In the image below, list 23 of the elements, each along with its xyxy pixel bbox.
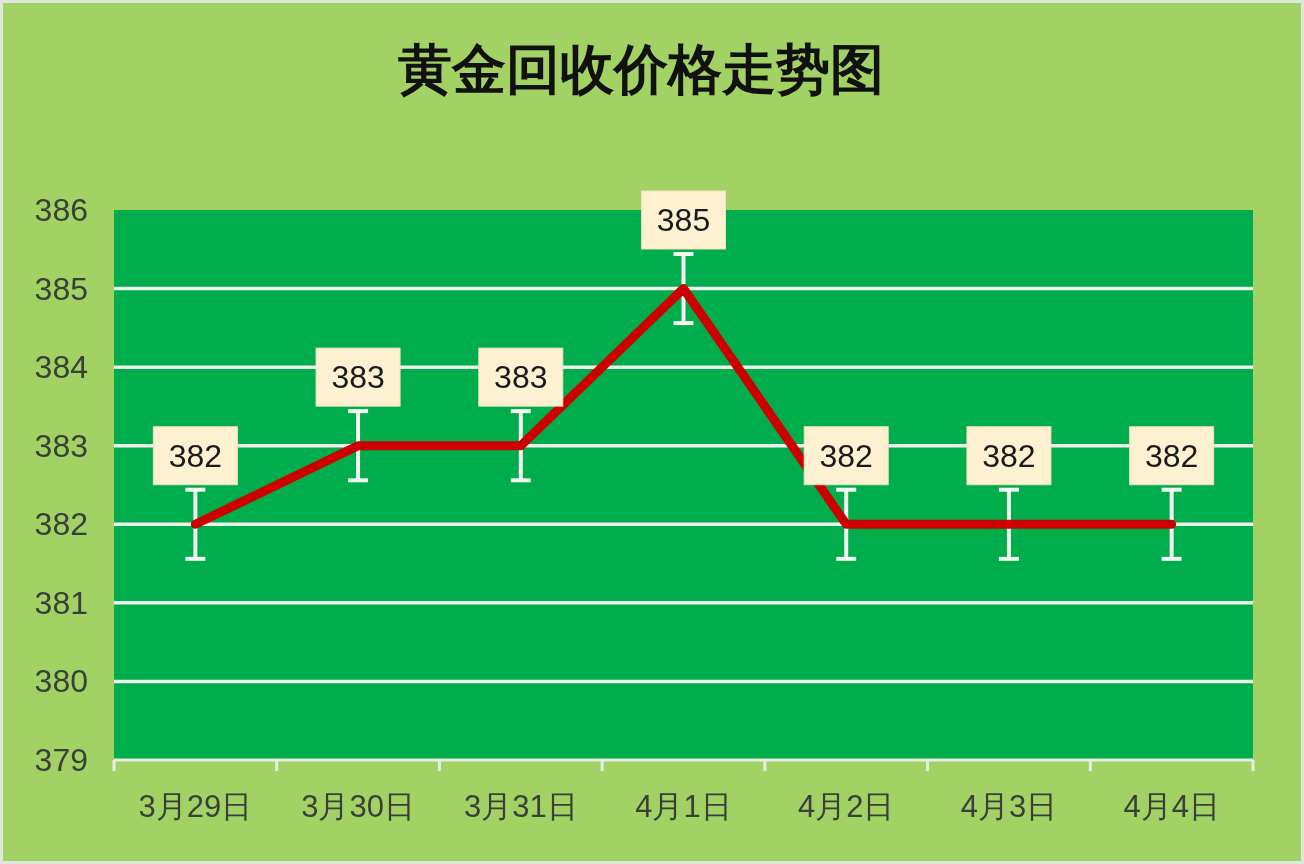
y-tick-label: 380 [34, 663, 88, 700]
x-tick-label: 3月30日 [301, 789, 415, 824]
y-tick-label: 386 [34, 192, 88, 228]
data-label: 382 [1144, 437, 1199, 474]
y-tick-label: 381 [34, 584, 88, 621]
data-label: 382 [168, 437, 223, 474]
y-tick-label: 385 [34, 270, 88, 307]
y-tick-label: 384 [34, 349, 88, 386]
x-tick-label: 4月4日 [1123, 789, 1220, 824]
x-tick-label: 4月3日 [960, 789, 1058, 824]
y-tick-label: 382 [34, 506, 88, 543]
x-tick-label: 4月2日 [797, 789, 895, 824]
data-label: 385 [656, 202, 711, 238]
x-tick-label: 3月31日 [463, 789, 578, 824]
x-tick-label: 4月1日 [635, 789, 732, 824]
data-label: 382 [819, 437, 873, 474]
data-label: 382 [982, 437, 1036, 474]
data-label: 383 [494, 359, 548, 396]
x-tick-label: 3月29日 [138, 789, 253, 824]
y-tick-label: 379 [34, 742, 88, 778]
y-tick-label: 383 [34, 427, 88, 464]
chart-title: 黄金回收价格走势图 [398, 37, 884, 101]
data-label: 383 [331, 359, 385, 396]
